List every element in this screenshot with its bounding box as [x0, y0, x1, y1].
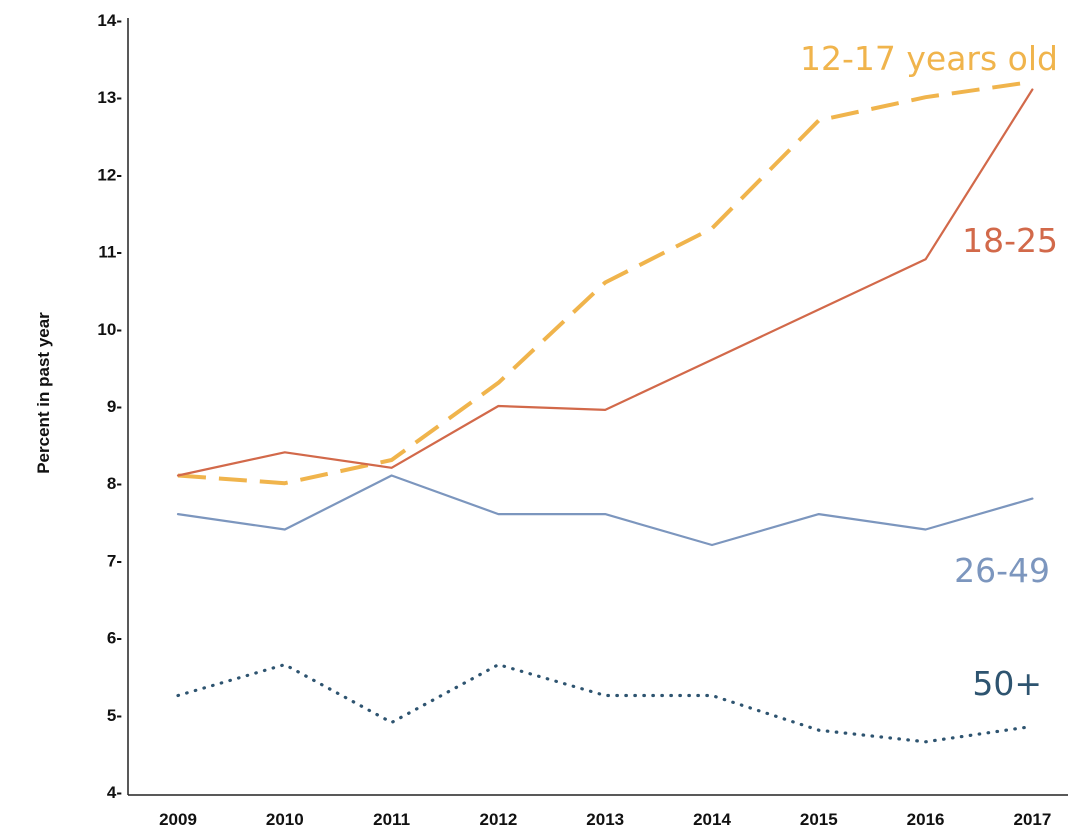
x-tick-label: 2012 [479, 810, 517, 829]
y-tick-label: 8- [107, 474, 122, 493]
y-axis-label: Percent in past year [34, 312, 53, 474]
x-tick-label: 2009 [159, 810, 197, 829]
y-tick-label: 13- [97, 88, 122, 107]
series-line-3 [176, 662, 1035, 744]
series-line-0 [177, 79, 1033, 486]
x-tick-label: 2015 [800, 810, 838, 829]
series-labels: 12-17 years old 18-25 26-49 50+ [800, 39, 1058, 703]
series-label-1: 18-25 [962, 221, 1058, 260]
y-tick-label: 12- [97, 165, 122, 184]
y-tick-label: 11- [98, 243, 122, 262]
x-tick-label: 2016 [907, 810, 945, 829]
y-tick-label: 10- [97, 320, 122, 339]
y-tick-label: 7- [107, 551, 122, 570]
x-tick-label: 2014 [693, 810, 731, 829]
chart-axes [127, 18, 1068, 796]
series-line-1 [176, 88, 1034, 477]
y-tick-label: 14- [97, 11, 122, 30]
series-label-0: 12-17 years old [800, 39, 1058, 78]
series-label-3: 50+ [972, 664, 1042, 703]
x-tick-label: 2017 [1013, 810, 1051, 829]
y-tick-label: 5- [107, 706, 122, 725]
y-tick-labels: 4- 5- 6- 7- 8- 9- 10- 11- 12- 13- 14- [97, 11, 122, 802]
y-tick-label: 9- [107, 397, 122, 416]
series-label-2: 26-49 [954, 551, 1050, 590]
x-tick-label: 2013 [586, 810, 624, 829]
series-line-2 [176, 474, 1034, 547]
y-tick-label: 6- [107, 629, 122, 648]
series-lines [176, 79, 1035, 744]
x-tick-label: 2011 [373, 810, 410, 829]
x-tick-label: 2010 [266, 810, 304, 829]
x-tick-labels: 2009 2010 2011 2012 2013 2014 2015 2016 2017 [159, 810, 1051, 829]
y-tick-label: 4- [107, 783, 122, 802]
